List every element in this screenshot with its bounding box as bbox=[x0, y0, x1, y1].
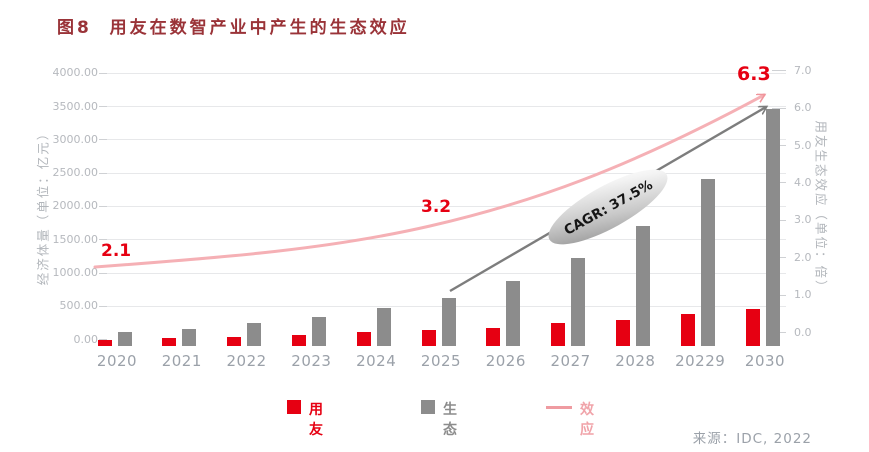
gridline bbox=[107, 106, 786, 108]
x-axis-year-label: 2024 bbox=[356, 352, 397, 370]
legend-label-yonyou: 用友 bbox=[309, 402, 323, 438]
right-axis-tick-label: 4.0 bbox=[794, 175, 812, 189]
bar-yonyou-2027 bbox=[551, 322, 566, 346]
bar-eco-2030 bbox=[765, 109, 780, 346]
source-note: 来源：IDC, 2022 bbox=[692, 431, 812, 447]
left-axis-tick bbox=[99, 139, 107, 141]
legend-label-eco: 生态 bbox=[443, 402, 457, 438]
bar-yonyou-2022 bbox=[227, 336, 242, 346]
x-axis-year-label: 2020 bbox=[96, 352, 138, 370]
left-axis-tick-label: 3000.00 bbox=[52, 132, 99, 146]
right-axis-tick bbox=[772, 107, 786, 109]
x-axis-year-label: 2027 bbox=[550, 352, 591, 370]
right-axis-title: 用友生态效应（单位：倍） bbox=[813, 120, 829, 295]
left-axis-tick bbox=[99, 339, 107, 341]
right-axis-tick-label: 1.0 bbox=[794, 288, 812, 302]
left-axis-title: 经济体量（单位：亿元） bbox=[35, 125, 51, 286]
x-axis-year-label: 2026 bbox=[485, 352, 526, 370]
left-axis-tick-label: 3500.00 bbox=[52, 99, 99, 113]
effect-value-2025: 3.2 bbox=[421, 197, 452, 217]
left-axis-tick bbox=[99, 305, 107, 307]
left-axis-tick bbox=[99, 205, 107, 207]
x-axis-year-label: 2023 bbox=[291, 352, 332, 370]
x-axis-year-label: 2030 bbox=[744, 352, 786, 370]
bar-eco-2021 bbox=[182, 328, 197, 346]
bar-yonyou-2021 bbox=[162, 338, 177, 346]
x-axis-year-label: 2028 bbox=[615, 352, 656, 370]
right-axis-tick-label: 2.0 bbox=[794, 250, 812, 264]
left-axis-tick bbox=[99, 272, 107, 274]
x-axis-year-label: 2021 bbox=[161, 352, 202, 370]
bar-eco-2028 bbox=[635, 226, 650, 346]
left-axis-tick-label: 0.00 bbox=[73, 332, 99, 346]
bar-yonyou-2025 bbox=[421, 330, 436, 346]
bar-eco-2024 bbox=[376, 308, 391, 346]
gridline bbox=[107, 272, 786, 274]
eco-swatch-icon bbox=[421, 400, 435, 414]
right-axis-tick-label: 5.0 bbox=[794, 138, 812, 152]
right-axis-tick-label: 6.0 bbox=[794, 101, 812, 115]
gridline bbox=[107, 172, 786, 174]
effect-value-2020: 2.1 bbox=[101, 241, 132, 261]
left-axis-tick bbox=[99, 72, 107, 74]
effect-value-2030: 6.3 bbox=[737, 63, 771, 85]
left-axis-tick-label: 4000.00 bbox=[52, 66, 99, 80]
legend-label-effect: 效应 bbox=[580, 402, 594, 438]
right-axis-tick-label: 0.0 bbox=[794, 325, 812, 339]
bar-eco-20229 bbox=[700, 178, 715, 346]
effect-line-swatch-icon bbox=[546, 406, 572, 409]
bar-yonyou-20229 bbox=[680, 314, 695, 346]
chart-title: 图8 用友在数智产业中产生的生态效应 bbox=[57, 18, 410, 38]
bar-eco-2026 bbox=[506, 281, 521, 346]
bar-yonyou-2020 bbox=[97, 340, 112, 346]
bar-yonyou-2026 bbox=[486, 328, 501, 346]
cagr-trend-arrow bbox=[449, 107, 766, 293]
bar-eco-2025 bbox=[441, 297, 456, 346]
left-axis-tick-label: 500.00 bbox=[59, 299, 99, 313]
right-axis-tick bbox=[772, 70, 786, 72]
bar-eco-2023 bbox=[311, 317, 326, 346]
left-axis-tick bbox=[99, 106, 107, 108]
bar-yonyou-2028 bbox=[615, 319, 630, 346]
bar-eco-2020 bbox=[117, 332, 132, 346]
yonyou-swatch-icon bbox=[287, 400, 301, 414]
bar-eco-2022 bbox=[247, 323, 262, 346]
x-axis-year-label: 2022 bbox=[226, 352, 267, 370]
legend: 用友 生态 效应 bbox=[0, 398, 869, 438]
left-axis-tick-label: 1000.00 bbox=[52, 266, 99, 280]
effect-curve bbox=[93, 93, 764, 269]
left-axis-tick-label: 2000.00 bbox=[52, 199, 99, 213]
bar-yonyou-2030 bbox=[745, 308, 760, 346]
left-axis-tick bbox=[99, 172, 107, 174]
bar-yonyou-2024 bbox=[356, 332, 371, 346]
right-axis-tick-label: 7.0 bbox=[794, 63, 812, 77]
gridline bbox=[107, 239, 786, 241]
x-axis-year-label: 2025 bbox=[420, 352, 462, 370]
cagr-ellipse bbox=[548, 169, 668, 245]
gridline bbox=[107, 72, 786, 74]
left-axis-tick-label: 2500.00 bbox=[52, 166, 99, 180]
right-axis-tick-label: 3.0 bbox=[794, 213, 812, 227]
bar-eco-2027 bbox=[571, 258, 586, 346]
x-axis-year-label: 20229 bbox=[675, 352, 726, 370]
gridline bbox=[107, 139, 786, 141]
left-axis-tick-label: 1500.00 bbox=[52, 232, 99, 246]
bar-yonyou-2023 bbox=[291, 334, 306, 346]
